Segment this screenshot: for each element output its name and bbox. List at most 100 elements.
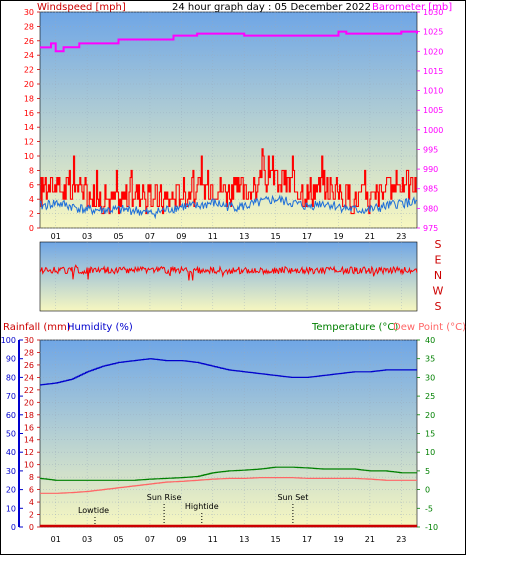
barometer-tick-label: 1005 — [423, 106, 443, 115]
hour-tick-label: 17 — [302, 535, 312, 544]
rainfall-tick-label: 22 — [24, 386, 34, 395]
hour-tick-label: 11 — [208, 535, 218, 544]
wind-tick-label: 14 — [24, 123, 34, 132]
wind-direction-gridlines — [55, 242, 402, 311]
rainfall-tick-label: 28 — [24, 348, 34, 357]
humidity-tick-label: 100 — [1, 336, 16, 345]
rainfall-tick-label: 30 — [24, 336, 34, 345]
hour-tick-label: 03 — [82, 232, 92, 241]
wind-tick-label: 24 — [24, 51, 34, 60]
temperature-tick-label: 0 — [425, 486, 430, 495]
dewpoint-line — [40, 477, 417, 494]
humidity-tick-label: 60 — [6, 411, 16, 420]
barometer-axis-title: Barometer [mb] — [372, 2, 452, 13]
hour-tick-label: 23 — [396, 232, 406, 241]
wind-direction-plot-area — [39, 241, 418, 312]
humidity-tick-label: 0 — [11, 523, 16, 532]
barometer-tick-label: 995 — [423, 145, 438, 154]
lower-x-axis: 01 03 05 07 09 11 13 15 17 19 21 23 — [51, 535, 407, 544]
wind-tick-label: 16 — [24, 109, 34, 118]
hour-tick-label: 23 — [396, 535, 406, 544]
humidity-tick-label: 10 — [6, 504, 16, 513]
temperature-axis-title: Temperature (°C) — [311, 322, 398, 333]
rainfall-tick-label: 8 — [29, 473, 34, 482]
hour-tick-label: 07 — [145, 535, 155, 544]
hour-tick-label: 13 — [239, 535, 249, 544]
humidity-tick-label: 40 — [6, 448, 16, 457]
temperature-tick-label: 10 — [425, 448, 435, 457]
wind-direction-series — [39, 264, 418, 281]
wind-tick-label: 28 — [24, 22, 34, 31]
temperature-tick-label: 35 — [425, 355, 435, 364]
rainfall-tick-label: 10 — [24, 461, 34, 470]
rainfall-axis-title: Rainfall (mm) — [3, 322, 71, 333]
wind-tick-label: 0 — [29, 224, 34, 233]
event-label: Sun Rise — [147, 493, 182, 502]
rainfall-tick-label: 16 — [24, 423, 34, 432]
wind-axis-title: Windspeed [mph] — [37, 2, 126, 13]
wind-tick-label: 10 — [24, 152, 34, 161]
hour-tick-label: 01 — [51, 535, 61, 544]
temperature-tick-label: -10 — [425, 523, 438, 532]
barometer-tick-label: 1015 — [423, 67, 443, 76]
compass-label: S — [435, 238, 442, 251]
rainfall-tick-label: 2 — [29, 511, 34, 520]
lower-gridlines — [40, 339, 417, 528]
hour-tick-label: 15 — [271, 232, 281, 241]
temperature-tick-label: 5 — [425, 467, 430, 476]
barometer-tick-label: 980 — [423, 204, 438, 213]
humidity-tick-label: 70 — [6, 392, 16, 401]
barometer-tick-label: 1010 — [423, 87, 443, 96]
rainfall-tick-label: 0 — [29, 523, 34, 532]
wind-tick-label: 12 — [24, 138, 34, 147]
temperature-tick-label: 15 — [425, 430, 435, 439]
barometer-tick-label: 990 — [423, 165, 438, 174]
hour-tick-label: 11 — [208, 232, 218, 241]
wind-tick-label: 6 — [29, 181, 34, 190]
hour-tick-label: 21 — [365, 232, 375, 241]
barometer-tick-label: 1000 — [423, 126, 443, 135]
wind-tick-label: 4 — [29, 195, 34, 204]
wind-tick-label: 22 — [24, 66, 34, 75]
hour-tick-label: 01 — [51, 232, 61, 241]
rainfall-tick-label: 12 — [24, 448, 34, 457]
compass-label: E — [435, 254, 442, 267]
humidity-axis-title: Humidity (%) — [67, 322, 133, 333]
climate-plot-area — [39, 339, 418, 528]
temperature-tick-label: 30 — [425, 373, 435, 382]
wind-tick-label: 18 — [24, 94, 34, 103]
humidity-line — [40, 358, 417, 386]
hour-tick-label: 05 — [113, 535, 123, 544]
hour-tick-label: 13 — [239, 232, 249, 241]
barometer-tick-label: 985 — [423, 185, 438, 194]
barometer-tick-label: 1025 — [423, 28, 443, 37]
hour-tick-label: 15 — [271, 535, 281, 544]
wind-tick-label: 8 — [29, 166, 34, 175]
wind-tick-label: 20 — [24, 80, 34, 89]
humidity-tick-label: 20 — [6, 486, 16, 495]
wind-direction-line — [39, 264, 418, 281]
temperature-tick-label: 25 — [425, 392, 435, 401]
temperature-line — [40, 466, 417, 481]
event-label: Hightide — [185, 502, 219, 511]
wind-series — [39, 30, 418, 220]
hour-tick-label: 21 — [365, 535, 375, 544]
rainfall-tick-label: 26 — [24, 361, 34, 370]
climate-series — [40, 358, 417, 528]
temperature-tick-label: -5 — [425, 504, 433, 513]
hour-tick-label: 05 — [113, 232, 123, 241]
dewpoint-axis-title: Dew Point (°C) — [393, 322, 466, 333]
wind-tick-label: 26 — [24, 37, 34, 46]
hour-tick-label: 19 — [333, 535, 343, 544]
barometer-tick-label: 975 — [423, 224, 438, 233]
humidity-tick-label: 50 — [6, 430, 16, 439]
barometer-tick-label: 1020 — [423, 47, 443, 56]
rainfall-tick-label: 14 — [24, 436, 34, 445]
top-x-axis: 01 03 05 07 09 11 13 15 17 19 21 23 — [51, 232, 407, 241]
rainfall-tick-label: 20 — [24, 398, 34, 407]
barometer-tick-label: 1030 — [423, 8, 443, 17]
chart-title: 24 hour graph day : 05 December 2022 — [172, 2, 371, 13]
hour-tick-label: 17 — [302, 232, 312, 241]
